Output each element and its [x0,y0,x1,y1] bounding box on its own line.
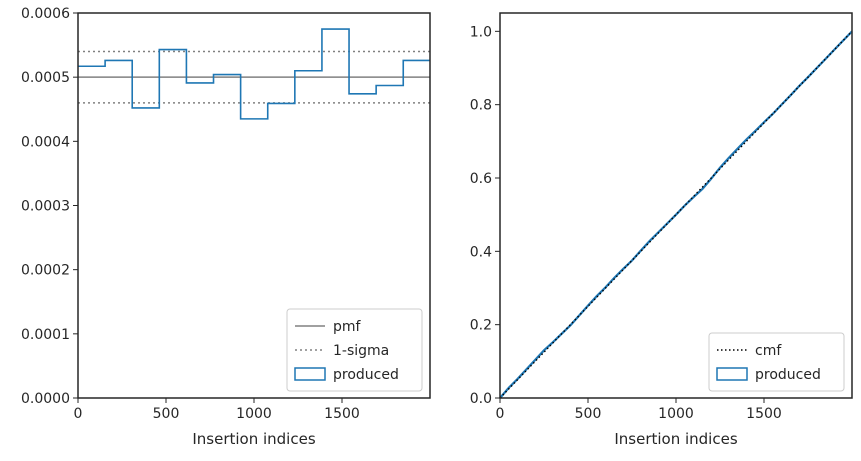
left-pmf-panel: 0.0000 0.0001 0.0002 0.0003 0.0004 0.0005 0.00… [21,6,431,448]
right-cmf-panel: 0.0 0.2 0.4 0.6 0.8 1.0 0 500 1000 1500 Insertion … [470,12,853,448]
legend-swatch-produced [294,367,326,381]
produced-step-line [78,28,430,120]
x-tick-label: 500 [575,406,602,422]
y-tick-label: 0.6 [470,171,492,187]
legend-label-one-sigma: 1-sigma [333,343,389,359]
x-tick-label: 1000 [658,406,694,422]
y-tick-label: 0.0003 [21,199,70,215]
y-tick-label: 0.2 [470,318,492,334]
y-tick-label: 0.0005 [21,70,70,86]
legend-box [708,332,845,392]
x-tick-label: 0 [496,406,505,422]
x-tick-label: 1000 [236,406,272,422]
x-tick-label: 1500 [324,406,360,422]
cmf-line [499,30,853,399]
y-tick-label: 0.8 [470,98,492,114]
legend-label-pmf: pmf [333,319,362,335]
y-tick-label: 0.0004 [21,134,70,150]
y-tick-label: 0.0001 [21,327,70,343]
x-tick-label: 0 [74,406,83,422]
legend-box [286,308,423,392]
y-tick-label: 0.0 [470,391,492,407]
x-axis-label: Insertion indices [192,430,315,448]
legend-label-produced: produced [333,367,399,383]
plot-frame [499,12,853,399]
legend-label-produced: produced [755,367,821,383]
legend-label-cmf: cmf [755,343,782,359]
legend-swatch-produced [716,367,748,381]
y-tick-label: 1.0 [470,24,492,40]
x-axis-label: Insertion indices [614,430,737,448]
y-tick-label: 0.4 [470,244,492,260]
x-tick-label: 500 [153,406,180,422]
x-tick-label: 1500 [746,406,782,422]
y-tick-label: 0.0000 [21,391,70,407]
y-tick-label: 0.0002 [21,263,70,279]
y-tick-label: 0.0006 [21,6,70,22]
plot-frame [77,12,431,399]
